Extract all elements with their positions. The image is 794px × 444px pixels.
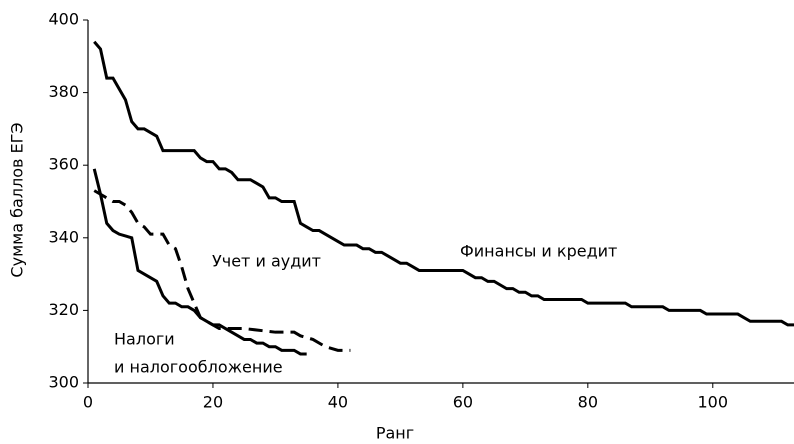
y-tick-label: 320 — [48, 300, 79, 319]
y-axis-label: Сумма баллов ЕГЭ — [8, 122, 27, 277]
x-tick-label: 100 — [698, 393, 729, 412]
x-axis-label: Ранг — [376, 424, 414, 443]
y-tick-label: 300 — [48, 373, 79, 392]
series-line — [93, 40, 794, 327]
annotation: и налогообложение — [114, 358, 283, 377]
annotation: Финансы и кредит — [460, 242, 617, 261]
annotation: Учет и аудит — [212, 252, 321, 271]
x-tick-label: 80 — [578, 393, 598, 412]
x-tick-label: 40 — [328, 393, 348, 412]
x-tick-label: 60 — [453, 393, 473, 412]
x-tick-label: 0 — [83, 393, 93, 412]
y-tick-label: 360 — [48, 155, 79, 174]
y-tick-label: 380 — [48, 82, 79, 101]
annotation: Налоги — [114, 330, 175, 349]
y-tick-label: 340 — [48, 227, 79, 246]
x-tick-label: 20 — [203, 393, 223, 412]
series-line — [93, 189, 351, 352]
y-tick-label: 400 — [48, 10, 79, 29]
series-line — [92, 168, 307, 356]
